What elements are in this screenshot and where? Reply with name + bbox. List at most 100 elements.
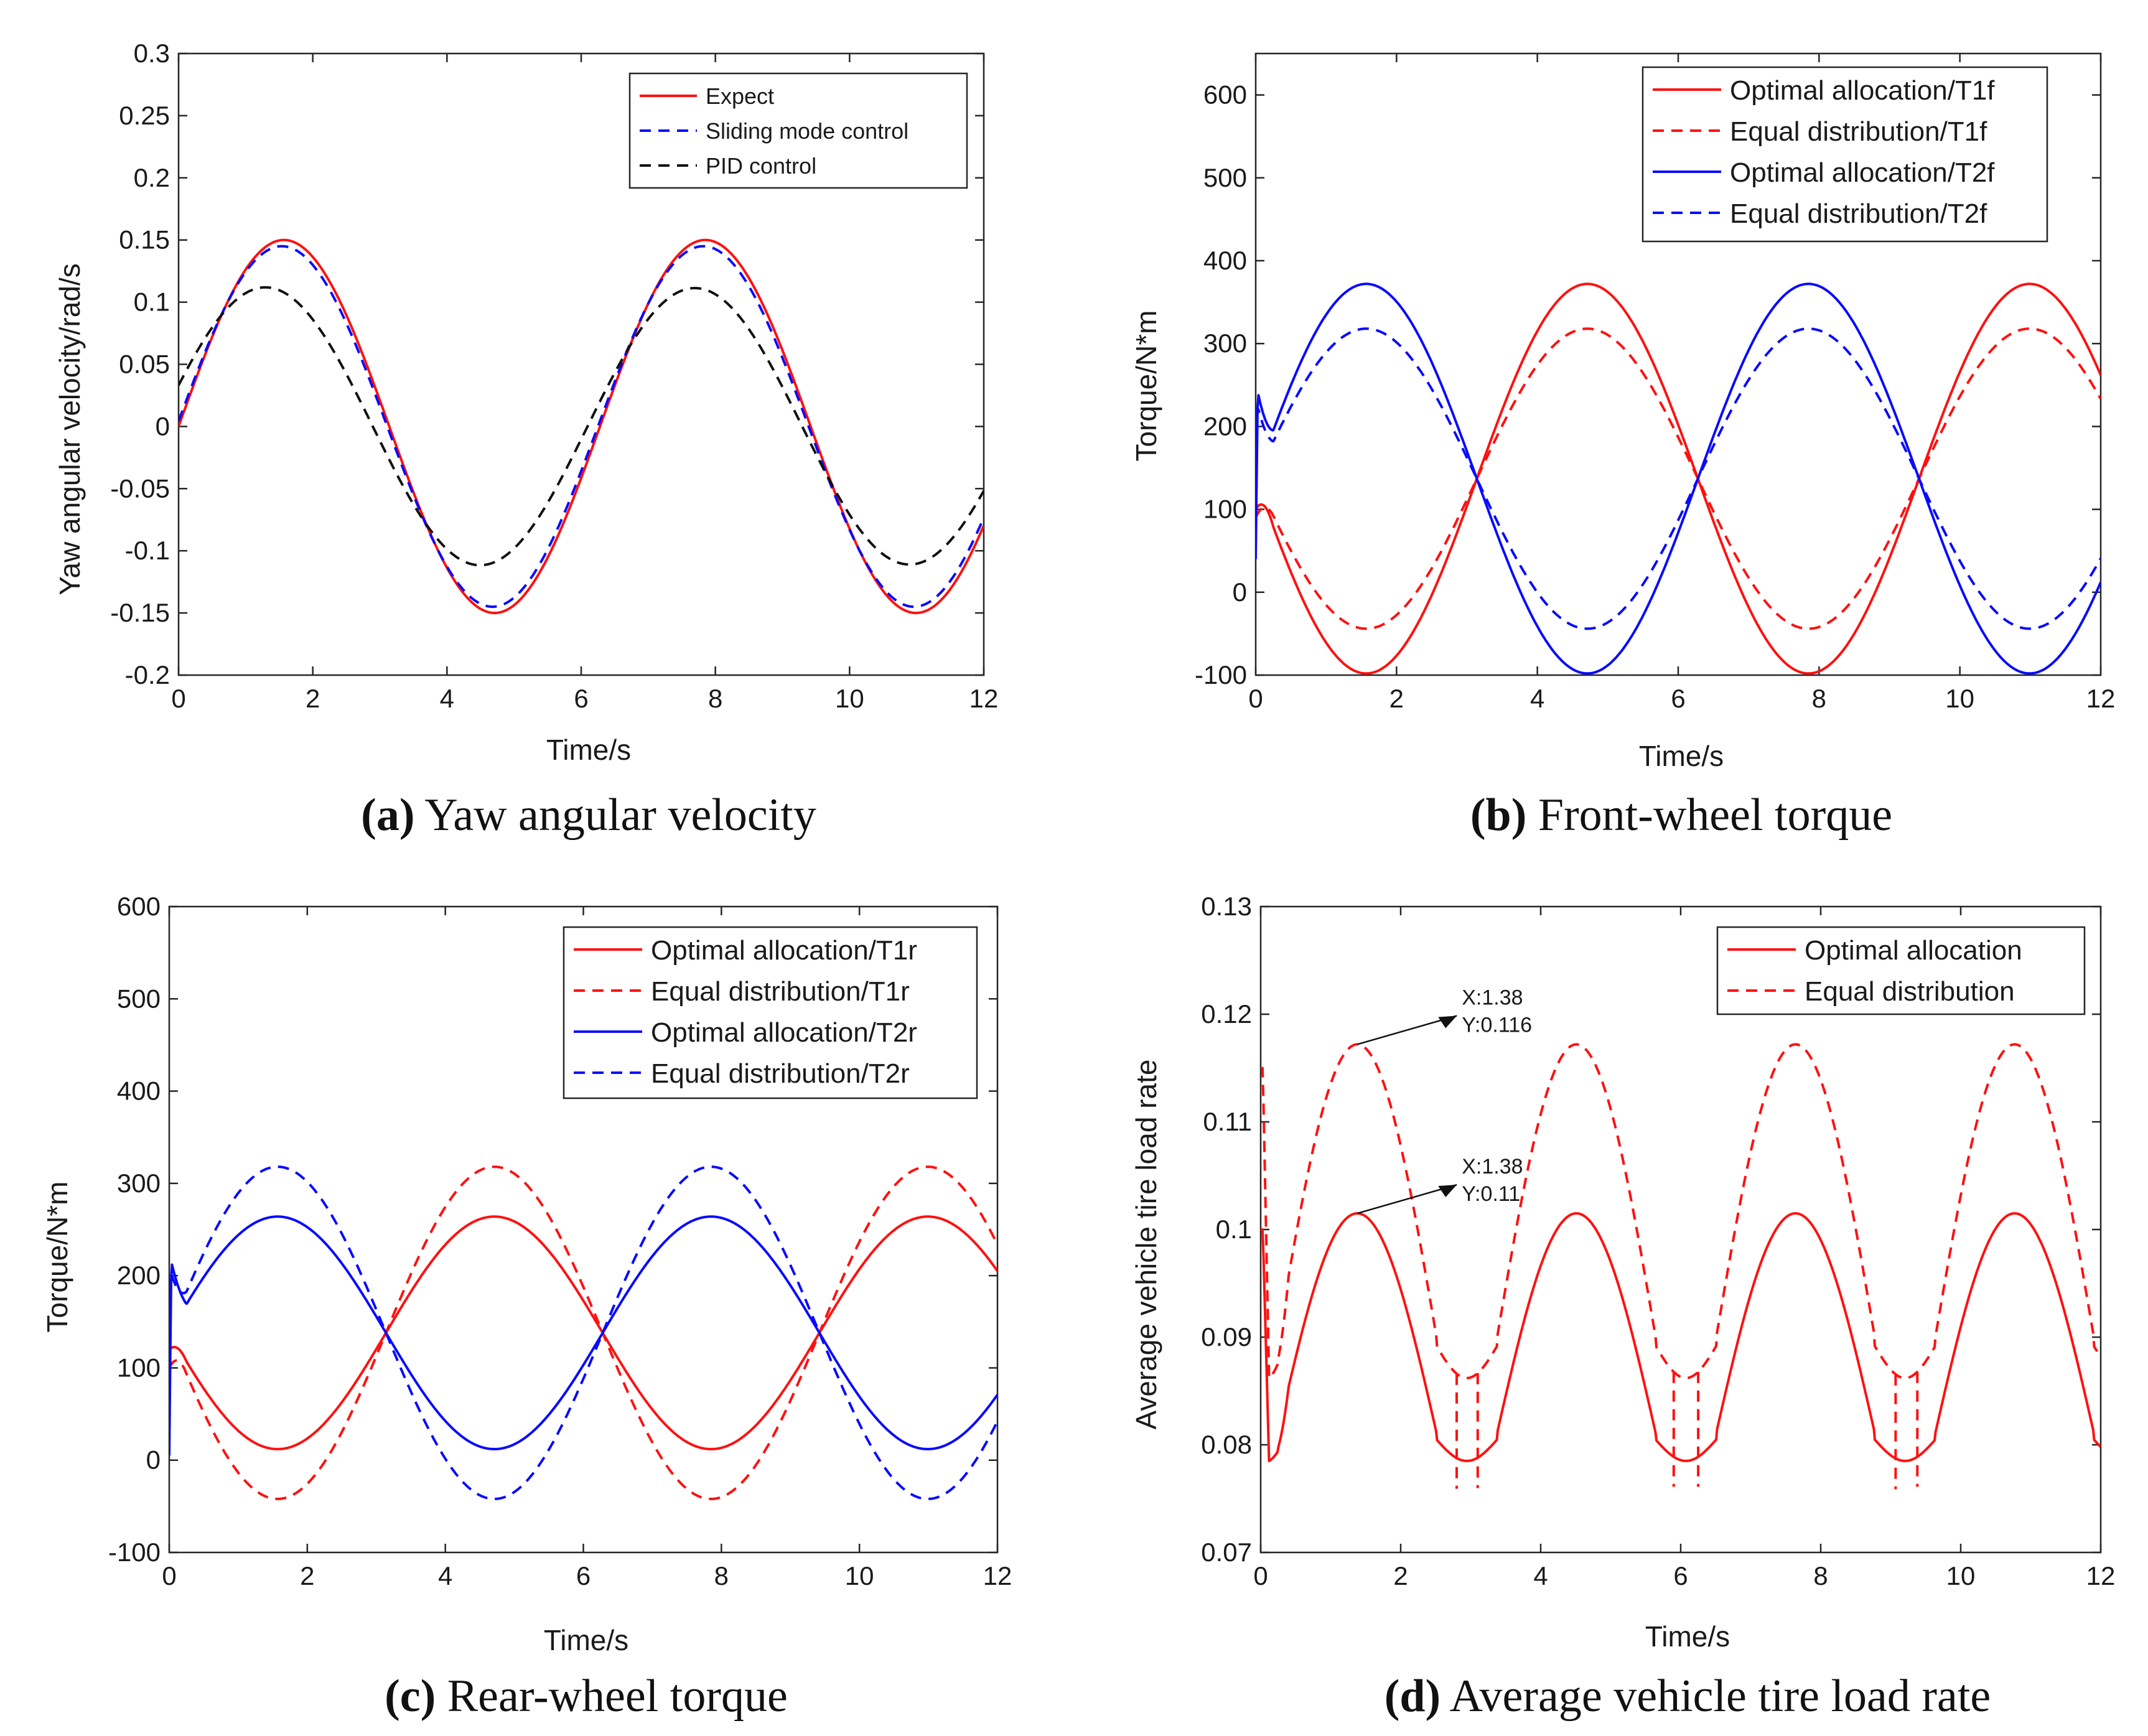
caption-letter: (a) bbox=[361, 790, 414, 841]
y-axis-label: Yaw angular velocity/rad/s bbox=[54, 263, 86, 595]
caption-text: Average vehicle tire load rate bbox=[1450, 1671, 1991, 1722]
series-line-sliding-mode-control bbox=[179, 245, 984, 609]
y-axis-label: Average vehicle tire load rate bbox=[1130, 1060, 1162, 1430]
y-tick-label: 200 bbox=[1203, 411, 1247, 441]
x-tick-label: 8 bbox=[1812, 684, 1826, 713]
legend: Optimal allocation/T1r Equal distribution… bbox=[563, 926, 978, 1099]
x-axis-label: Time/s bbox=[1645, 1620, 1730, 1653]
y-tick-label: -0.2 bbox=[125, 660, 170, 689]
series-line-optimal-allocation-t1f bbox=[1256, 282, 2101, 675]
annotation-y-label: Y:0.11 bbox=[1462, 1182, 1520, 1206]
legend-entry: Optimal allocation/T2f bbox=[1730, 157, 1995, 188]
y-tick-label: 100 bbox=[1203, 495, 1247, 524]
series-line-equal-distribution-t2r bbox=[169, 1165, 997, 1500]
x-tick-label: 0 bbox=[1248, 684, 1263, 713]
series-line-equal-distribution-t1f bbox=[1256, 327, 2101, 630]
x-tick-label: 6 bbox=[1673, 1561, 1688, 1590]
x-tick-label: 12 bbox=[969, 684, 999, 713]
y-tick-label: -0.05 bbox=[110, 474, 170, 503]
caption: (a) Yaw angular velocity bbox=[361, 790, 816, 841]
y-tick-label: 0.07 bbox=[1201, 1538, 1252, 1567]
x-tick-label: 6 bbox=[574, 684, 588, 713]
series-line-equal-distribution-t2f bbox=[1256, 327, 2101, 630]
legend-entry: Optimal allocation/T1r bbox=[651, 935, 917, 966]
plot-area: 0 2 4 6 8 10 12 0.07 0.08 0.09 0.1 0.11 0.12 0.13 X:1.… bbox=[1201, 892, 2115, 1590]
legend-entry: PID control bbox=[706, 153, 816, 179]
y-tick-label: 0.12 bbox=[1201, 999, 1252, 1029]
caption-text: Rear-wheel torque bbox=[447, 1671, 788, 1722]
annotation-arrowhead bbox=[1438, 1015, 1457, 1029]
legend-box bbox=[563, 926, 978, 1099]
caption: (c) Rear-wheel torque bbox=[385, 1671, 788, 1722]
legend-entry: Equal distribution/T2r bbox=[651, 1058, 910, 1089]
y-tick-label: 0.25 bbox=[119, 101, 170, 130]
y-tick-label: 0.1 bbox=[1216, 1215, 1252, 1244]
x-axis-label: Time/s bbox=[546, 734, 631, 766]
legend-entry: Expect bbox=[706, 83, 774, 109]
legend-entry: Optimal allocation/T2r bbox=[651, 1017, 917, 1048]
panel-tire-load-rate: 0 2 4 6 8 10 12 0.07 0.08 0.09 0.1 0.11 0.12 0.13 X:1.… bbox=[1130, 892, 2115, 1722]
y-tick-label: 300 bbox=[117, 1169, 161, 1198]
x-tick-label: 12 bbox=[2086, 684, 2116, 713]
caption-text: Yaw angular velocity bbox=[424, 790, 816, 841]
x-tick-label: 4 bbox=[1530, 684, 1544, 713]
x-tick-label: 2 bbox=[1389, 684, 1404, 713]
y-tick-label: 0 bbox=[146, 1445, 161, 1475]
y-tick-label: 300 bbox=[1203, 329, 1247, 358]
series-line-optimal-allocation-t2r bbox=[169, 1215, 997, 1456]
x-tick-label: 4 bbox=[440, 684, 454, 713]
series-line-optimal-allocation-t1r bbox=[169, 1215, 997, 1450]
x-tick-label: 10 bbox=[835, 684, 864, 713]
y-tick-label: -100 bbox=[108, 1538, 161, 1567]
y-tick-label: 100 bbox=[117, 1353, 161, 1382]
x-tick-label: 0 bbox=[171, 684, 185, 713]
y-tick-label: 0.1 bbox=[134, 287, 170, 317]
caption: (d) Average vehicle tire load rate bbox=[1385, 1671, 1991, 1722]
y-tick-label: 0.09 bbox=[1201, 1322, 1252, 1351]
caption-text: Front-wheel torque bbox=[1538, 790, 1892, 841]
x-tick-label: 2 bbox=[1393, 1561, 1408, 1590]
x-tick-label: 8 bbox=[708, 684, 722, 713]
x-axis-label: Time/s bbox=[544, 1624, 628, 1656]
annotation-arrowhead bbox=[1438, 1185, 1457, 1198]
y-tick-label: 0.2 bbox=[134, 163, 170, 192]
y-tick-label: 0.11 bbox=[1203, 1107, 1252, 1136]
x-tick-label: 8 bbox=[714, 1561, 729, 1590]
y-tick-label: 200 bbox=[117, 1261, 161, 1290]
series-line-pid-control bbox=[179, 286, 984, 567]
x-tick-label: 2 bbox=[306, 684, 320, 713]
y-tick-label: 0.05 bbox=[119, 350, 170, 379]
y-tick-label: -0.1 bbox=[125, 536, 170, 565]
x-tick-label: 6 bbox=[576, 1561, 591, 1590]
annotation-y-label: Y:0.116 bbox=[1462, 1013, 1532, 1037]
y-tick-label: -0.15 bbox=[110, 598, 170, 627]
legend-entry: Optimal allocation bbox=[1805, 935, 2022, 966]
legend: Optimal allocation/T1f Equal distribution… bbox=[1641, 66, 2048, 243]
annotation-x-label: X:1.38 bbox=[1462, 1155, 1523, 1178]
series-line-equal-distribution bbox=[1261, 1043, 2101, 1490]
panel-yaw-angular-velocity: 0 2 4 6 8 10 12 -0.2 -0.15 -0.1 -0.05 0 0.05 0.1 0.15 0… bbox=[54, 39, 998, 841]
x-tick-label: 10 bbox=[1946, 1561, 1976, 1590]
caption-letter: (c) bbox=[385, 1671, 436, 1722]
x-tick-label: 6 bbox=[1671, 684, 1685, 713]
caption-letter: (d) bbox=[1385, 1671, 1441, 1722]
y-axis-label: Torque/N*m bbox=[41, 1182, 73, 1333]
y-tick-label: 0.3 bbox=[134, 39, 170, 68]
legend-entry: Equal distribution/T1r bbox=[651, 976, 910, 1007]
y-tick-label: 0 bbox=[1233, 577, 1247, 607]
legend-entry: Equal distribution bbox=[1805, 976, 2015, 1007]
x-tick-label: 2 bbox=[300, 1561, 314, 1590]
series-line-optimal-allocation bbox=[1261, 1212, 2101, 1462]
x-tick-label: 4 bbox=[1533, 1561, 1548, 1590]
series-line-expect bbox=[179, 238, 984, 615]
y-tick-label: 400 bbox=[117, 1076, 161, 1106]
y-axis-label: Torque/N*m bbox=[1130, 310, 1162, 462]
legend-box bbox=[1716, 926, 2086, 1015]
caption-letter: (b) bbox=[1470, 790, 1526, 841]
legend: Optimal allocation Equal distribution bbox=[1716, 926, 2086, 1015]
